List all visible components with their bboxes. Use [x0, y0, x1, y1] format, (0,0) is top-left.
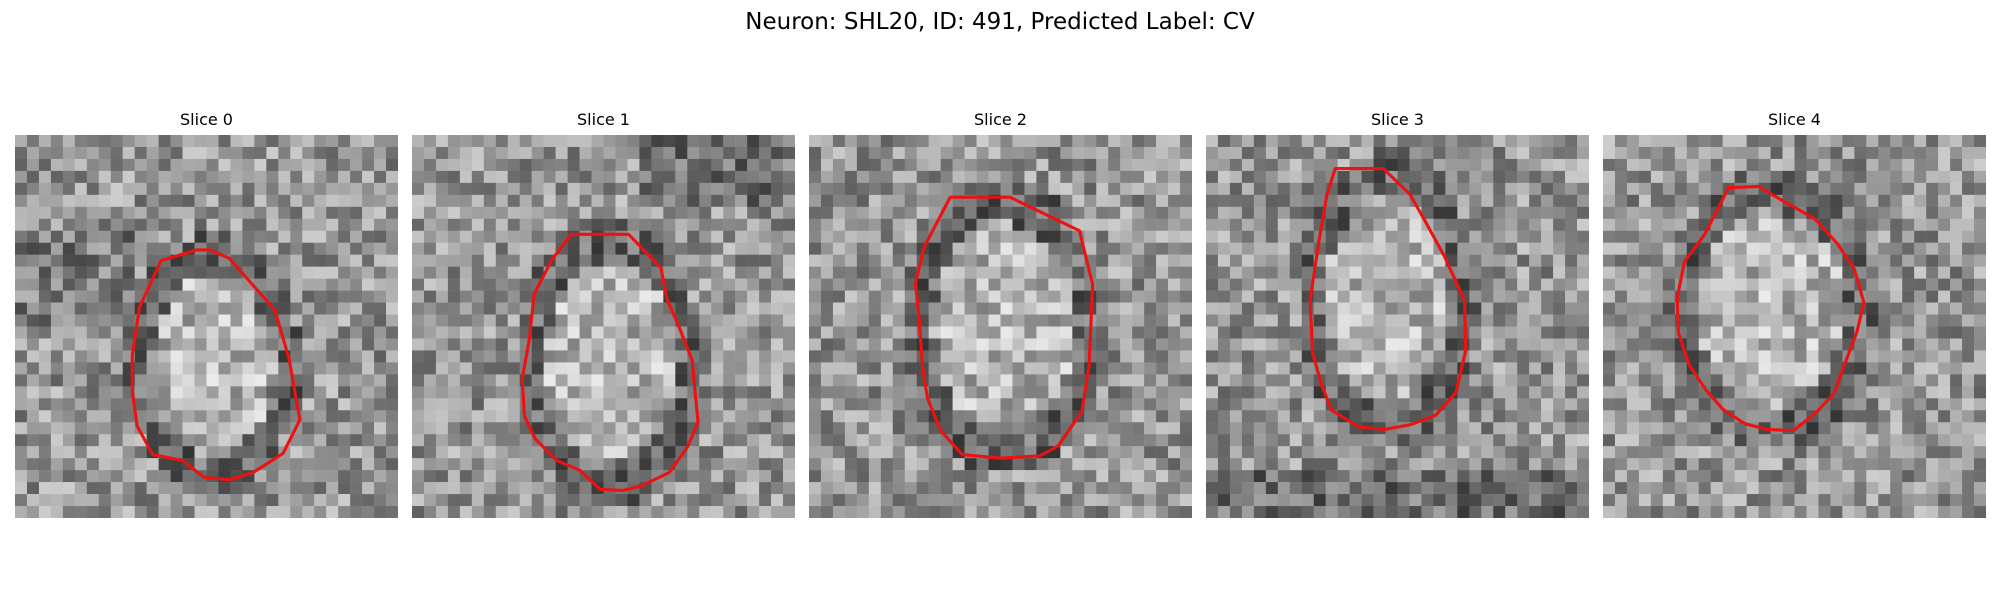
pixel-grid-4 — [1603, 135, 1986, 518]
pixel-grid-0 — [15, 135, 398, 518]
slice-title-1: Slice 1 — [577, 110, 630, 129]
slice-panel-4: Slice 4 — [1603, 108, 1986, 518]
figure-title: Neuron: SHL20, ID: 491, Predicted Label:… — [745, 9, 1255, 35]
pixel-grid-1 — [412, 135, 795, 518]
neuron-contour-4 — [1675, 184, 1866, 433]
slice-image-4 — [1603, 135, 1986, 518]
slice-image-0 — [15, 135, 398, 518]
slice-panel-2: Slice 2 — [809, 108, 1192, 518]
pixel-grid-3 — [1206, 135, 1589, 518]
neuron-contour-3 — [1308, 166, 1468, 431]
neuron-contour-0 — [130, 248, 302, 482]
slice-title-0: Slice 0 — [180, 110, 233, 129]
slice-panel-0: Slice 0 — [15, 108, 398, 518]
neuron-contour-1 — [520, 232, 700, 493]
slice-title-4: Slice 4 — [1768, 110, 1821, 129]
slice-title-3: Slice 3 — [1371, 110, 1424, 129]
slice-image-3 — [1206, 135, 1589, 518]
slice-title-2: Slice 2 — [974, 110, 1027, 129]
slice-panel-1: Slice 1 — [412, 108, 795, 518]
pixel-grid-2 — [809, 135, 1192, 518]
slice-image-2 — [809, 135, 1192, 518]
slice-panel-3: Slice 3 — [1206, 108, 1589, 518]
slice-image-1 — [412, 135, 795, 518]
neuron-contour-2 — [913, 195, 1095, 460]
